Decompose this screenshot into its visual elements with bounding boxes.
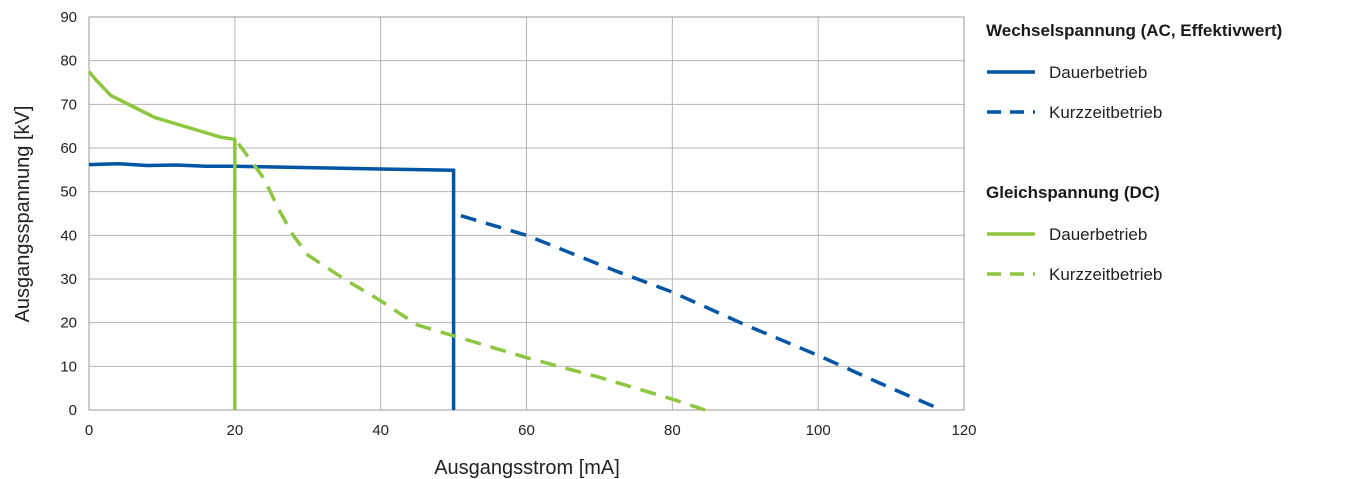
series-line-2 [460, 214, 943, 412]
legend-label: Kurzzeitbetrieb [1049, 265, 1162, 284]
y-tick-label: 40 [60, 227, 77, 244]
y-tick-label: 30 [60, 271, 77, 288]
y-axis-title: Ausgangsspannung [kV] [12, 106, 34, 323]
y-tick-label: 20 [60, 315, 77, 332]
y-axis-ticks: 0 10 20 30 40 50 60 70 80 90 [60, 9, 77, 419]
y-tick-label: 90 [60, 9, 77, 26]
x-tick-label: 80 [664, 422, 681, 439]
series-lines [87, 70, 943, 412]
x-tick-label: 40 [372, 422, 389, 439]
grid [88, 16, 965, 411]
y-tick-label: 50 [60, 184, 77, 201]
y-tick-label: 0 [69, 402, 77, 419]
x-tick-label: 0 [85, 422, 93, 439]
y-tick-label: 10 [60, 358, 77, 375]
y-tick-label: 70 [60, 96, 77, 113]
x-tick-label: 20 [226, 422, 243, 439]
y-tick-label: 80 [60, 53, 77, 70]
legend-label: Kurzzeitbetrieb [1049, 103, 1162, 122]
x-tick-label: 60 [518, 422, 535, 439]
legend: Wechselspannung (AC, Effektivwert) Dauerb… [986, 21, 1282, 284]
legend-heading: Wechselspannung (AC, Effektivwert) [986, 21, 1282, 40]
legend-label: Dauerbetrieb [1049, 225, 1147, 244]
series-line-4 [237, 142, 706, 412]
legend-heading: Gleichspannung (DC) [986, 183, 1160, 202]
series-line-3 [87, 70, 237, 410]
x-axis-ticks: 0 20 40 60 80 100 120 [85, 422, 977, 439]
x-axis-title: Ausgangsstrom [mA] [434, 457, 620, 479]
plot-frame [88, 16, 965, 411]
x-tick-label: 120 [951, 422, 976, 439]
series-line-1 [88, 161, 456, 410]
legend-label: Dauerbetrieb [1049, 63, 1147, 82]
x-tick-label: 100 [806, 422, 831, 439]
y-tick-label: 60 [60, 140, 77, 157]
